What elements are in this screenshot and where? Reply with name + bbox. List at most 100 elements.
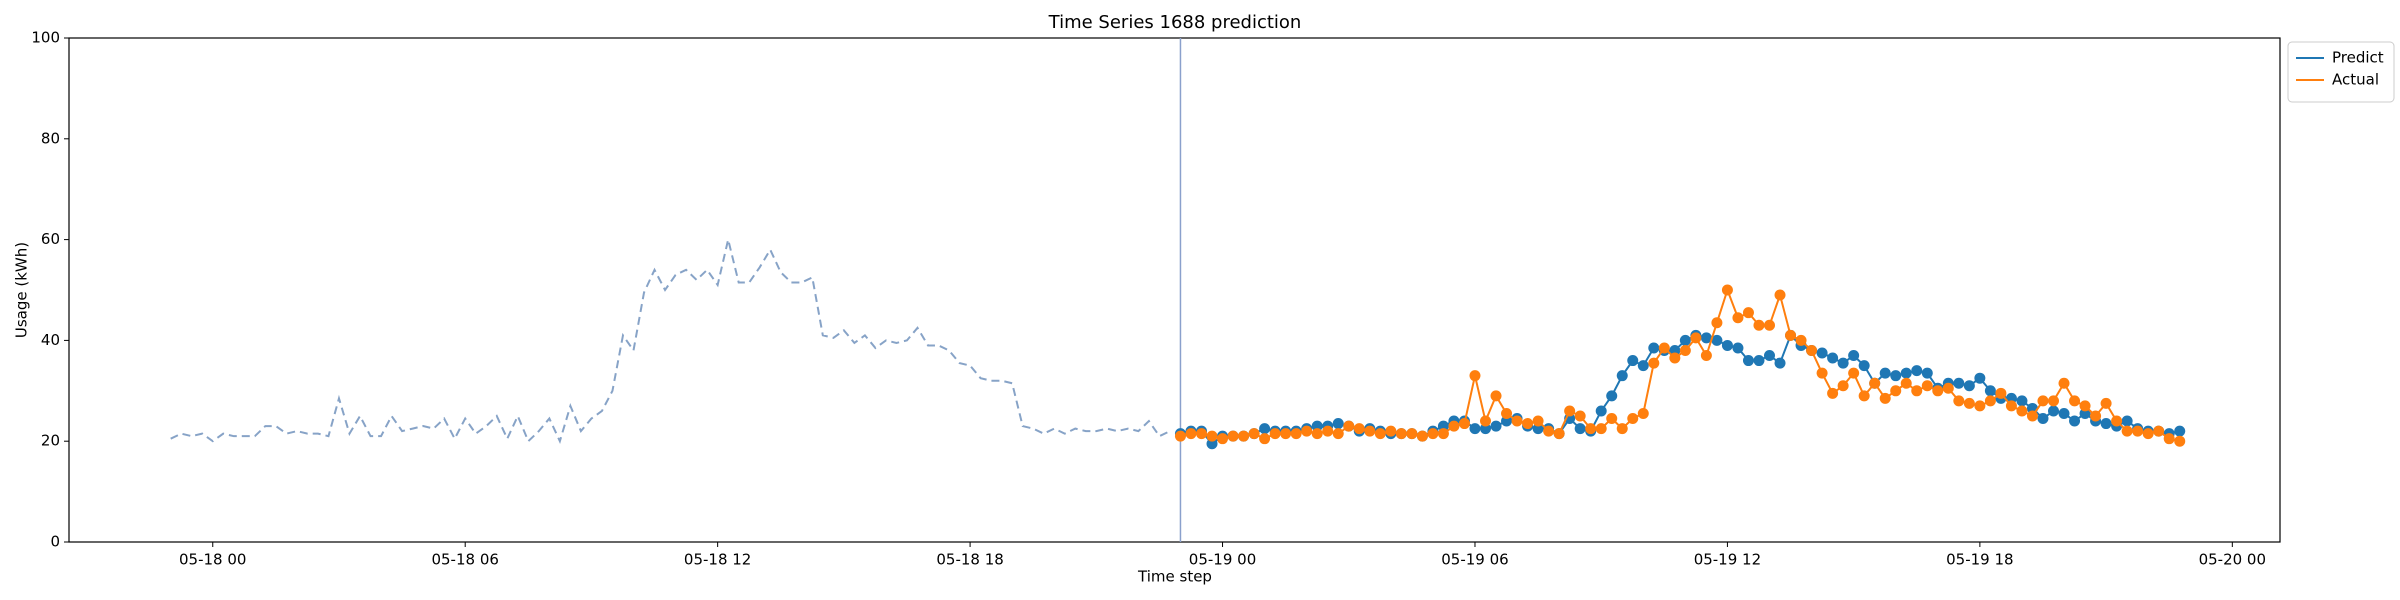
point xyxy=(1806,344,1818,356)
point xyxy=(2153,425,2165,437)
x-axis-label: Time step xyxy=(1137,568,1212,586)
point xyxy=(2100,397,2112,409)
point xyxy=(1753,319,1765,331)
x-tick-label: 05-18 12 xyxy=(684,551,751,569)
point xyxy=(2090,410,2102,422)
point xyxy=(1837,380,1849,392)
point xyxy=(1700,350,1712,362)
point xyxy=(1984,395,1996,407)
point xyxy=(1953,395,1965,407)
point xyxy=(1879,392,1891,404)
chart-title: Time Series 1688 prediction xyxy=(1048,12,1302,33)
point xyxy=(1311,428,1323,440)
y-tick-label: 80 xyxy=(41,129,60,147)
point xyxy=(1616,370,1628,382)
x-tick-label: 05-18 06 xyxy=(431,551,498,569)
point xyxy=(1606,390,1618,402)
plot-frame xyxy=(68,37,2281,543)
point xyxy=(1753,355,1765,367)
point xyxy=(1364,425,1376,437)
point xyxy=(1501,407,1513,419)
point xyxy=(1627,413,1639,425)
point xyxy=(1763,319,1775,331)
point xyxy=(1711,334,1723,346)
point xyxy=(1669,344,1681,356)
point xyxy=(1848,350,1860,362)
point xyxy=(2174,425,2186,437)
point xyxy=(1858,360,1870,372)
point xyxy=(1448,420,1460,432)
point xyxy=(1911,385,1923,397)
point xyxy=(1437,420,1449,432)
point xyxy=(1732,312,1744,324)
point xyxy=(1679,344,1691,356)
point xyxy=(1185,428,1197,440)
point xyxy=(1206,430,1218,442)
point xyxy=(1721,284,1733,296)
point xyxy=(1732,342,1744,354)
point xyxy=(1890,370,1902,382)
point xyxy=(1543,425,1555,437)
point xyxy=(1827,352,1839,364)
point xyxy=(1332,428,1344,440)
point xyxy=(1437,428,1449,440)
point xyxy=(1774,289,1786,301)
point xyxy=(1974,372,1986,384)
point xyxy=(2132,425,2144,437)
point xyxy=(2142,428,2154,440)
point xyxy=(2048,405,2060,417)
point xyxy=(1490,390,1502,402)
x-tick-label: 05-18 18 xyxy=(936,551,1003,569)
point xyxy=(1900,377,1912,389)
point xyxy=(1648,357,1660,369)
point xyxy=(1532,423,1544,435)
point xyxy=(1637,407,1649,419)
point xyxy=(2048,395,2060,407)
x-tick-label: 05-18 00 xyxy=(179,551,246,569)
point xyxy=(1238,430,1250,442)
point xyxy=(2100,418,2112,430)
y-tick-label: 100 xyxy=(31,29,60,47)
x-tick-label: 05-19 12 xyxy=(1694,551,1761,569)
point xyxy=(2037,395,2049,407)
point xyxy=(1395,428,1407,440)
point xyxy=(2058,407,2070,419)
point xyxy=(1869,377,1881,389)
point xyxy=(1669,352,1681,364)
point xyxy=(1248,428,1260,440)
point xyxy=(2005,400,2017,412)
point xyxy=(1795,334,1807,346)
point xyxy=(1890,385,1902,397)
point xyxy=(2058,377,2070,389)
point xyxy=(1479,423,1491,435)
point xyxy=(1290,428,1302,440)
point xyxy=(1700,332,1712,344)
x-tick-label: 05-19 00 xyxy=(1189,551,1256,569)
point xyxy=(1911,365,1923,377)
point xyxy=(1785,329,1797,341)
point xyxy=(1742,307,1754,319)
point xyxy=(1511,415,1523,427)
point xyxy=(1227,430,1239,442)
point xyxy=(1469,423,1481,435)
point xyxy=(1774,357,1786,369)
point xyxy=(1816,367,1828,379)
point xyxy=(1374,428,1386,440)
point xyxy=(2016,405,2028,417)
point xyxy=(1953,377,1965,389)
point xyxy=(1406,428,1418,440)
point xyxy=(1721,339,1733,351)
point xyxy=(2016,395,2028,407)
point xyxy=(2174,435,2186,447)
point xyxy=(2121,425,2133,437)
point xyxy=(1332,418,1344,430)
point xyxy=(1522,418,1534,430)
point xyxy=(1679,334,1691,346)
point xyxy=(1763,350,1775,362)
point xyxy=(1711,317,1723,329)
point xyxy=(1458,418,1470,430)
point xyxy=(1616,423,1628,435)
point xyxy=(2026,410,2038,422)
legend-label: Actual xyxy=(2332,71,2379,89)
point xyxy=(1301,425,1313,437)
